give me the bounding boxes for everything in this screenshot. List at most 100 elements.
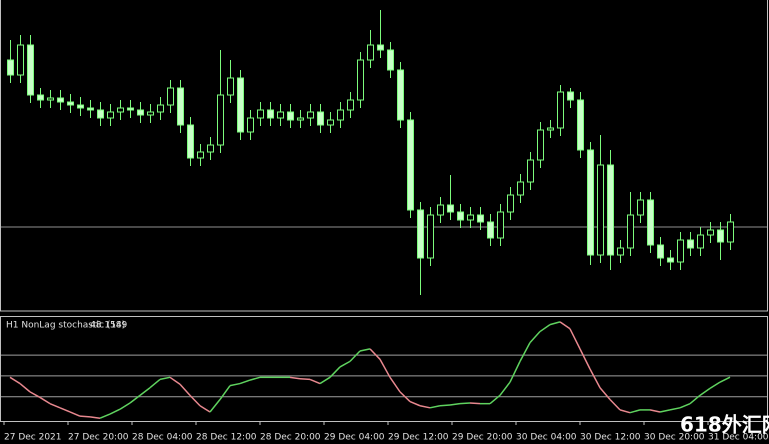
indicator-segment (439, 404, 451, 407)
indicator-segment (49, 402, 61, 409)
candle-body (347, 99, 354, 111)
main-panel-border (0, 0, 768, 312)
candle-body (277, 111, 284, 119)
candle-body (607, 164, 614, 256)
candle-body (167, 87, 174, 106)
indicator-segment (519, 342, 531, 362)
candle-body (107, 111, 114, 119)
indicator-segment (399, 391, 411, 403)
indicator-segment (649, 409, 661, 413)
candle-body (577, 99, 584, 151)
candle-body (287, 111, 294, 121)
candle-body (627, 214, 634, 249)
indicator-segment (119, 402, 131, 410)
candle-body (567, 91, 574, 101)
indicator-segment (69, 411, 81, 417)
candle-body (337, 109, 344, 121)
indicator-segment (289, 376, 301, 380)
candle-body (357, 59, 364, 101)
indicator-segment (229, 382, 241, 387)
indicator-segment (429, 405, 441, 409)
x-tick-label: 27 Dec 2021 (4, 433, 62, 443)
x-tick-label: 31 Dec 04:00 (708, 433, 769, 443)
candle-body (67, 101, 74, 106)
candle-body (397, 69, 404, 121)
indicator-segment (719, 376, 731, 383)
indicator-segment (29, 391, 41, 399)
indicator-segment (79, 415, 91, 418)
indicator-segment (179, 383, 191, 396)
indicator-segment (529, 331, 541, 344)
indicator-segment (309, 378, 321, 385)
candle-body (187, 124, 194, 159)
indicator-segment (709, 381, 721, 390)
candle-body (17, 44, 24, 76)
candle-body (407, 119, 414, 211)
indicator-segment (369, 348, 381, 360)
candle-body (677, 239, 684, 263)
candle-body (687, 239, 694, 249)
candle-body (97, 109, 104, 119)
candle-body (657, 244, 664, 259)
candle-body (667, 257, 674, 263)
candle-body (457, 211, 464, 221)
candle-body (697, 234, 704, 249)
indicator-segment (609, 398, 621, 411)
indicator-segment (19, 382, 31, 393)
x-tick-label: 30 Dec 12:00 (580, 433, 641, 443)
indicator-segment (339, 360, 351, 368)
candle-body (7, 59, 14, 76)
candle-body (257, 109, 264, 119)
candle-body (307, 111, 314, 119)
indicator-segment (359, 348, 371, 352)
candle-body (557, 91, 564, 129)
x-tick-label: 30 Dec 04:00 (516, 433, 577, 443)
indicator-segment (659, 409, 671, 413)
indicator-segment (449, 402, 461, 406)
candle-body (507, 194, 514, 213)
indicator-segment (9, 376, 21, 385)
indicator-segment (699, 387, 711, 396)
candle-body (427, 214, 434, 259)
indicator-segment (489, 394, 501, 405)
candle-body (387, 49, 394, 71)
indicator-segment (539, 324, 551, 333)
indicator-segment (39, 396, 51, 405)
candle-body (517, 181, 524, 196)
indicator-segment (689, 394, 701, 405)
x-tick-label: 29 Dec 04:00 (324, 433, 385, 443)
indicator-segment (249, 376, 261, 381)
candle-body (227, 77, 234, 96)
candle-body (317, 111, 324, 126)
indicator-segment (129, 394, 141, 404)
candle-body (217, 94, 224, 146)
indicator-segment (329, 366, 341, 378)
indicator-segment (99, 413, 111, 419)
indicator-segment (419, 405, 431, 409)
candle-body (547, 127, 554, 131)
candle-body (147, 111, 154, 116)
indicator-segment (159, 376, 171, 381)
indicator-segment (209, 399, 221, 413)
indicator-segment (559, 321, 571, 330)
candle-body (707, 229, 714, 236)
indicator-segment (319, 376, 331, 385)
indicator-title: H1 NonLag stochastic (14) (6, 321, 125, 331)
candle-body (587, 149, 594, 256)
indicator-segment (549, 321, 561, 326)
candle-body (297, 117, 304, 121)
candle-body (367, 44, 374, 61)
x-tick-label: 27 Dec 20:00 (68, 433, 129, 443)
indicator-segment (149, 378, 161, 389)
candle-body (247, 117, 254, 133)
indicator-segment (389, 376, 401, 393)
candle-body (417, 209, 424, 259)
indicator-segment (569, 328, 581, 350)
indicator-segment (509, 361, 521, 383)
candle-body (127, 107, 134, 111)
indicator-segment (629, 409, 641, 414)
candle-body (177, 87, 184, 126)
candle-body (477, 214, 484, 223)
candle-body (617, 247, 624, 256)
candle-body (267, 109, 274, 119)
